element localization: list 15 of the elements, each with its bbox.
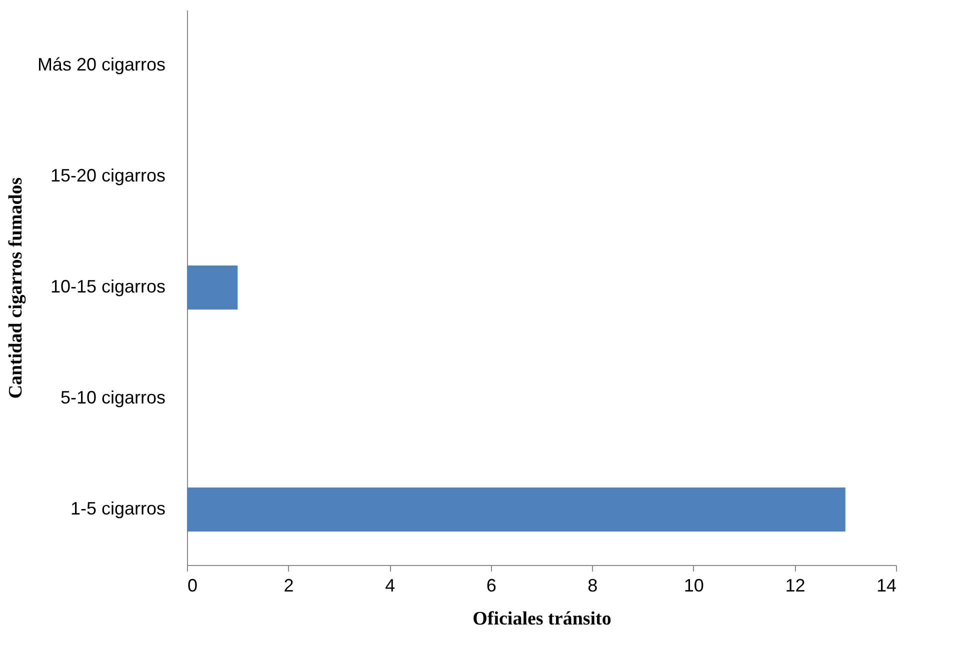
x-tick-label: 14 <box>876 576 896 596</box>
x-tick-label: 8 <box>588 576 598 596</box>
y-tick-label: 15-20 cigarros <box>50 166 166 186</box>
y-tick-label: 10-15 cigarros <box>50 276 166 296</box>
y-tick-label: 5-10 cigarros <box>60 388 166 408</box>
x-tick-label: 12 <box>785 576 806 596</box>
y-tick-label: 1-5 cigarros <box>70 498 166 518</box>
x-axis-title: Oficiales tránsito <box>472 608 612 630</box>
y-axis-title: Cantidad cigarros fumados <box>5 177 26 399</box>
x-tick-label: 4 <box>385 576 396 596</box>
x-tick-label: 0 <box>188 576 198 596</box>
x-tick-label: 6 <box>486 576 496 596</box>
x-tick-label: 10 <box>684 576 704 596</box>
x-tick-label: 2 <box>284 576 294 596</box>
y-tick-label: Más 20 cigarros <box>37 54 166 74</box>
